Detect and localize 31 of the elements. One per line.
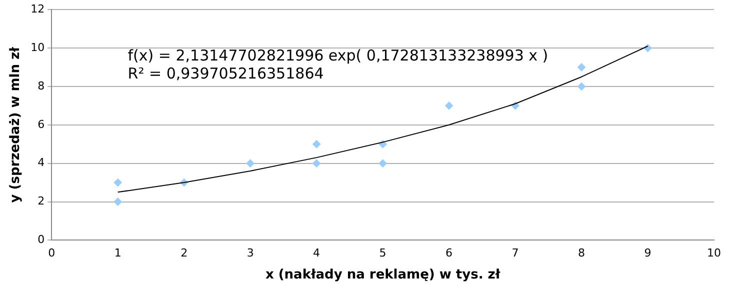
x-tick-label: 5 xyxy=(379,246,386,260)
x-tick-label: 3 xyxy=(246,246,254,260)
y-axis-title: y (sprzedaż) w mln zł xyxy=(8,46,24,203)
point xyxy=(378,159,387,168)
y-tick-label: 6 xyxy=(38,118,45,131)
y-tick-label: 4 xyxy=(38,156,45,170)
y-tick-label: 12 xyxy=(30,2,45,16)
x-tick-label: 2 xyxy=(180,246,188,260)
x-tick-label: 4 xyxy=(313,246,320,260)
point xyxy=(578,63,586,72)
y-tick-label: 10 xyxy=(30,40,45,54)
x-tick-label: 1 xyxy=(114,246,122,260)
x-tick-label: 7 xyxy=(512,246,519,260)
point xyxy=(312,140,321,148)
x-axis-title: x (nakłady na reklamę) w tys. zł xyxy=(265,268,502,283)
point xyxy=(246,159,254,168)
x-tick-label: 8 xyxy=(578,246,586,260)
annotation: f(x) = 2,13147702821996 exp( 0,172813133238993 x ) xyxy=(128,46,548,64)
point xyxy=(114,178,122,187)
point xyxy=(445,102,454,110)
y-tick-label: 2 xyxy=(38,194,45,208)
y-tick-label: 8 xyxy=(38,79,45,92)
x-tick-label: 10 xyxy=(707,246,721,260)
annotation: R² = 0,939705216351864 xyxy=(128,64,324,82)
x-tick-label: 9 xyxy=(644,246,652,260)
y-tick-label: 0 xyxy=(38,233,45,246)
point xyxy=(312,159,321,168)
x-tick-label: 6 xyxy=(446,246,453,260)
point xyxy=(578,82,586,90)
point xyxy=(114,198,122,206)
x-tick-label: 0 xyxy=(48,246,56,260)
